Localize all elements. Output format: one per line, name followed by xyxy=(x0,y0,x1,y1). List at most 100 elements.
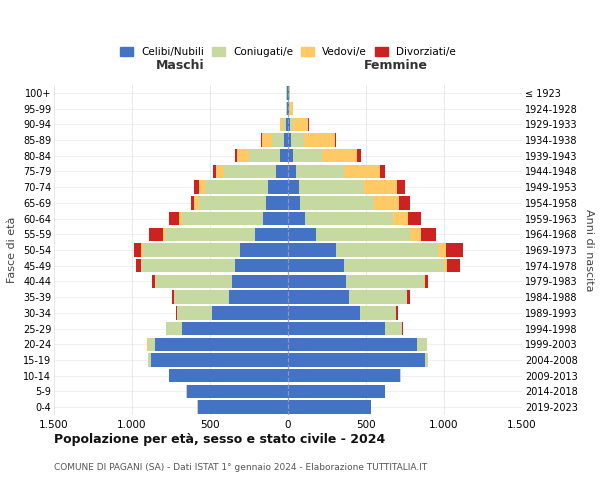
Bar xyxy=(374,196,399,209)
Bar xyxy=(194,180,199,194)
Bar xyxy=(299,180,364,194)
Bar xyxy=(232,274,288,288)
Bar xyxy=(360,306,395,320)
Bar xyxy=(288,259,344,272)
Bar xyxy=(283,118,286,131)
Bar xyxy=(290,102,293,116)
Bar xyxy=(172,290,174,304)
Bar xyxy=(280,149,288,162)
Bar xyxy=(191,196,194,209)
Bar xyxy=(425,274,428,288)
Bar xyxy=(216,165,224,178)
Bar xyxy=(358,149,361,162)
Y-axis label: Fasce di età: Fasce di età xyxy=(7,217,17,283)
Bar xyxy=(301,196,374,209)
Text: Maschi: Maschi xyxy=(156,59,205,72)
Bar xyxy=(255,228,288,241)
Bar xyxy=(182,212,263,225)
Bar xyxy=(155,338,288,351)
Bar xyxy=(174,290,229,304)
Bar xyxy=(344,165,380,178)
Bar xyxy=(288,338,418,351)
Bar xyxy=(275,165,288,178)
Bar xyxy=(239,244,288,256)
Bar xyxy=(288,149,293,162)
Bar xyxy=(148,338,155,351)
Bar xyxy=(402,322,403,335)
Bar xyxy=(177,306,212,320)
Bar xyxy=(136,259,140,272)
Bar xyxy=(288,290,349,304)
Y-axis label: Anni di nascita: Anni di nascita xyxy=(584,209,595,291)
Bar xyxy=(293,149,322,162)
Bar xyxy=(143,244,239,256)
Bar xyxy=(152,274,155,288)
Bar xyxy=(288,86,289,100)
Bar xyxy=(288,306,360,320)
Bar xyxy=(134,244,142,256)
Bar xyxy=(322,149,358,162)
Bar xyxy=(392,212,408,225)
Bar xyxy=(380,165,385,178)
Bar xyxy=(286,118,288,131)
Bar xyxy=(249,149,280,162)
Bar xyxy=(151,354,288,366)
Bar xyxy=(288,165,296,178)
Bar xyxy=(205,180,268,194)
Bar xyxy=(229,290,288,304)
Bar xyxy=(397,180,405,194)
Bar xyxy=(424,274,425,288)
Bar xyxy=(166,322,182,335)
Bar xyxy=(199,180,205,194)
Bar xyxy=(280,118,283,131)
Bar xyxy=(438,244,446,256)
Bar xyxy=(266,196,288,209)
Bar xyxy=(288,134,291,146)
Bar xyxy=(212,306,288,320)
Bar xyxy=(288,180,299,194)
Bar xyxy=(288,244,337,256)
Bar xyxy=(397,306,398,320)
Bar xyxy=(169,369,288,382)
Bar xyxy=(444,259,447,272)
Text: Popolazione per età, sesso e stato civile - 2024: Popolazione per età, sesso e stato civil… xyxy=(54,432,385,446)
Bar xyxy=(447,259,460,272)
Bar xyxy=(288,228,316,241)
Bar xyxy=(148,354,151,366)
Bar xyxy=(199,196,266,209)
Bar xyxy=(410,228,421,241)
Bar xyxy=(408,212,421,225)
Bar xyxy=(262,134,272,146)
Bar xyxy=(165,228,255,241)
Bar xyxy=(346,274,424,288)
Bar xyxy=(176,306,177,320)
Bar xyxy=(288,385,385,398)
Bar xyxy=(407,290,410,304)
Bar xyxy=(182,322,288,335)
Text: COMUNE DI PAGANI (SA) - Dati ISTAT 1° gennaio 2024 - Elaborazione TUTTITALIA.IT: COMUNE DI PAGANI (SA) - Dati ISTAT 1° ge… xyxy=(54,463,427,472)
Bar xyxy=(288,369,400,382)
Bar xyxy=(291,134,304,146)
Bar xyxy=(142,244,143,256)
Bar xyxy=(349,290,407,304)
Bar xyxy=(288,354,425,366)
Bar xyxy=(284,134,288,146)
Bar xyxy=(197,400,288,414)
Bar xyxy=(288,196,301,209)
Bar xyxy=(163,228,165,241)
Bar xyxy=(305,212,392,225)
Bar xyxy=(236,149,249,162)
Bar xyxy=(385,322,402,335)
Bar xyxy=(289,86,290,100)
Bar xyxy=(179,212,182,225)
Bar xyxy=(288,118,290,131)
Bar xyxy=(287,86,288,100)
Bar xyxy=(446,244,463,256)
Bar xyxy=(288,212,305,225)
Bar xyxy=(140,259,142,272)
Bar xyxy=(288,102,289,116)
Bar xyxy=(235,259,288,272)
Bar xyxy=(421,228,436,241)
Bar xyxy=(286,102,287,116)
Bar xyxy=(268,180,288,194)
